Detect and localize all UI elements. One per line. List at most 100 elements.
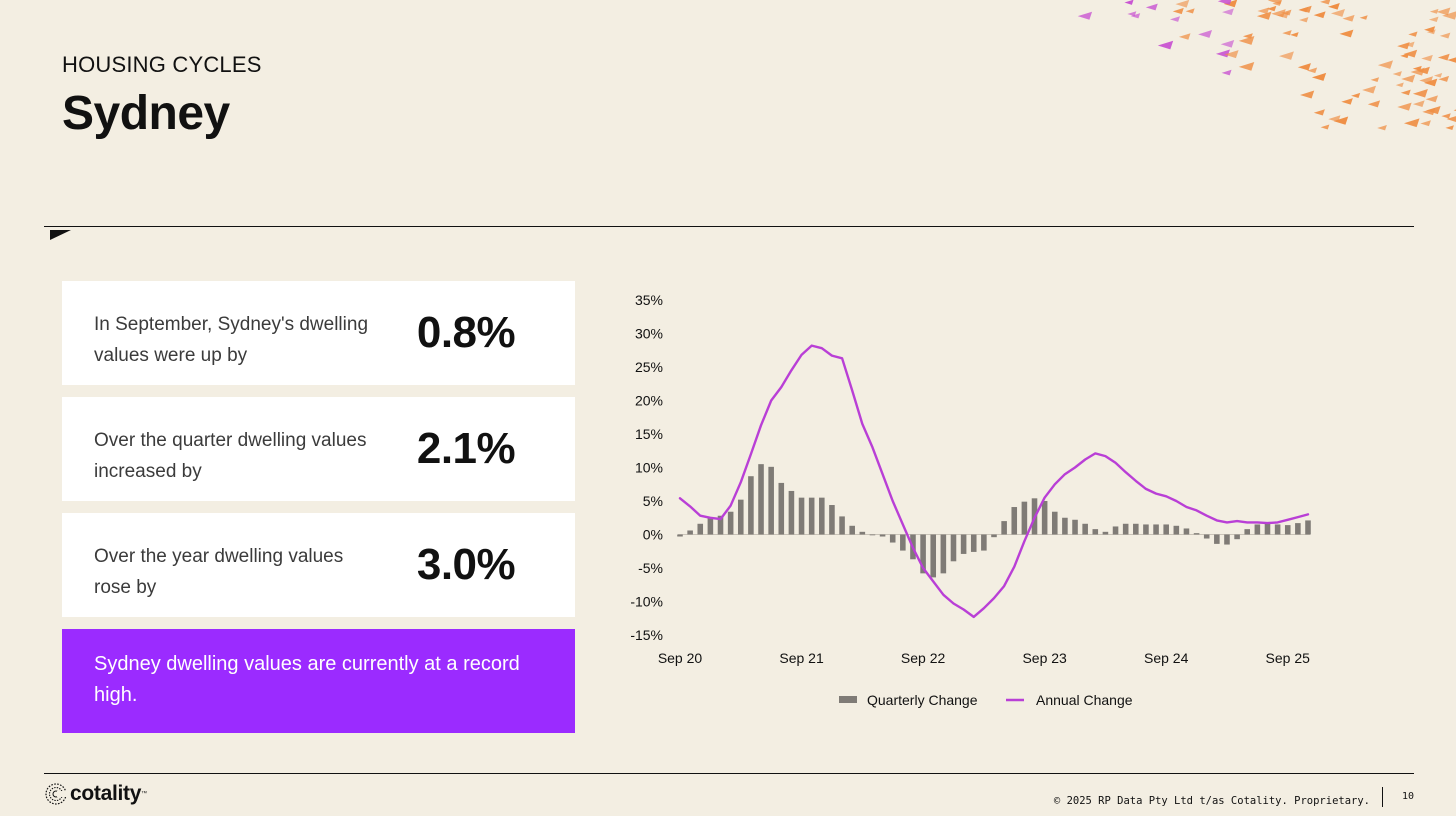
triangle-flag-icon xyxy=(50,230,71,240)
stat-value: 0.8% xyxy=(416,308,516,357)
y-tick-label: -5% xyxy=(638,560,663,576)
quarterly-change-bar xyxy=(707,517,714,535)
quarterly-change-bar xyxy=(819,497,825,535)
decor-triangle xyxy=(1341,98,1353,105)
y-tick-label: 10% xyxy=(635,460,663,476)
annual-change-line xyxy=(678,344,1310,619)
section-eyebrow: HOUSING CYCLES xyxy=(62,52,262,77)
decor-triangle xyxy=(1400,53,1410,59)
quarterly-change-bar xyxy=(768,466,774,535)
y-tick-label: 5% xyxy=(643,493,663,509)
quarterly-change-bar xyxy=(879,534,886,537)
callout-text: Sydney dwelling values are currently at … xyxy=(94,653,520,706)
x-tick-label: Sep 23 xyxy=(1022,650,1067,666)
decor-triangle xyxy=(1395,82,1404,88)
decor-triangle xyxy=(1157,40,1174,50)
quarterly-change-bar xyxy=(1092,529,1099,535)
decor-triangle xyxy=(1330,9,1345,17)
decor-triangle xyxy=(1311,72,1327,81)
decor-triangle xyxy=(1333,116,1349,125)
decor-triangle xyxy=(1313,11,1326,19)
decor-triangle xyxy=(1446,116,1456,122)
decor-triangle xyxy=(1242,33,1253,39)
quarterly-change-bar xyxy=(778,482,785,535)
y-tick-label: 0% xyxy=(643,527,663,543)
quarterly-change-bar xyxy=(798,497,805,535)
decor-triangle xyxy=(1442,11,1456,20)
decor-triangle xyxy=(1272,0,1282,6)
decor-triangle xyxy=(1421,54,1433,62)
quarterly-change-bar xyxy=(1183,528,1190,535)
decor-triangle xyxy=(1238,62,1255,71)
quarterly-change-bar xyxy=(1001,521,1007,535)
decor-triangle xyxy=(1433,73,1443,78)
decor-triangle xyxy=(1217,0,1232,5)
decor-triangle xyxy=(1313,109,1325,116)
stat-card-annual: Over the year dwelling values rose by 3.… xyxy=(62,513,575,617)
brand-wordmark: cotality xyxy=(70,782,142,805)
decor-triangle xyxy=(1320,0,1331,5)
decor-triangle xyxy=(1224,50,1239,59)
quarterly-change-bar xyxy=(859,531,866,535)
quarterly-change-bar xyxy=(717,515,724,535)
quarterly-change-bar xyxy=(727,511,734,535)
quarterly-change-bar xyxy=(1143,524,1149,535)
decor-triangle xyxy=(1320,124,1330,130)
decor-triangle xyxy=(1426,29,1436,35)
x-tick-label: Sep 21 xyxy=(779,650,824,666)
quarterly-change-bar xyxy=(1082,523,1088,535)
cotality-globe-mark-icon xyxy=(45,783,68,805)
decor-triangle xyxy=(1367,100,1381,108)
decor-triangle xyxy=(1438,75,1450,82)
quarterly-change-bar xyxy=(920,534,926,574)
trademark-symbol: ™ xyxy=(141,791,148,797)
decor-triangle xyxy=(1397,42,1410,50)
quarterly-change-bar xyxy=(1244,529,1251,535)
decor-triangle xyxy=(1370,77,1380,82)
quarterly-change-bar xyxy=(1051,511,1058,535)
top-divider xyxy=(44,226,1414,227)
decor-triangle xyxy=(1178,33,1191,40)
footer-separator xyxy=(1382,787,1383,807)
copyright-notice: © 2025 RP Data Pty Ltd t/as Cotality. Pr… xyxy=(1053,795,1370,807)
decor-triangle xyxy=(1377,60,1394,69)
decor-triangle xyxy=(1351,92,1361,99)
decor-triangle xyxy=(1223,0,1238,8)
quarterly-change-bar xyxy=(737,499,744,535)
quarterly-change-bar xyxy=(697,523,704,535)
decor-triangle xyxy=(1403,118,1420,128)
x-tick-label: Sep 25 xyxy=(1266,650,1311,666)
decor-triangle xyxy=(1266,5,1277,12)
decor-triangle xyxy=(1436,7,1451,16)
y-tick-label: 25% xyxy=(635,359,663,375)
legend-label-annual: Annual Change xyxy=(1036,692,1133,708)
quarterly-change-bar xyxy=(1264,523,1271,535)
quarterly-change-bar xyxy=(1193,533,1200,535)
quarterly-change-bar xyxy=(1102,531,1109,535)
decor-triangle xyxy=(1185,8,1195,14)
quarterly-change-bar xyxy=(1295,523,1301,535)
decor-triangle xyxy=(1279,51,1294,60)
decor-triangle xyxy=(1426,106,1441,115)
decor-triangle xyxy=(1328,115,1341,123)
quarterly-change-bar xyxy=(1112,526,1119,535)
decor-triangle xyxy=(1124,0,1134,5)
quarterly-change-bar xyxy=(758,464,764,535)
page-title: Sydney xyxy=(62,87,230,140)
y-tick-label: 20% xyxy=(635,393,663,409)
stat-card-quarterly: Over the quarter dwelling values increas… xyxy=(62,397,575,501)
decor-triangle xyxy=(1439,32,1451,39)
decor-triangle xyxy=(1425,95,1438,103)
quarterly-change-bar xyxy=(991,534,997,538)
quarterly-change-bar xyxy=(748,476,754,535)
decor-triangle xyxy=(1130,13,1141,19)
y-tick-label: 35% xyxy=(635,292,663,308)
decor-triangle xyxy=(1429,8,1439,14)
decor-triangle xyxy=(1299,17,1309,23)
quarterly-change-bar xyxy=(829,505,835,535)
decor-triangle xyxy=(1145,3,1158,11)
quarterly-change-bar xyxy=(808,497,815,535)
quarterly-change-bar xyxy=(1163,524,1169,535)
quarterly-change-bar xyxy=(849,525,855,535)
decor-triangle xyxy=(1290,32,1299,37)
